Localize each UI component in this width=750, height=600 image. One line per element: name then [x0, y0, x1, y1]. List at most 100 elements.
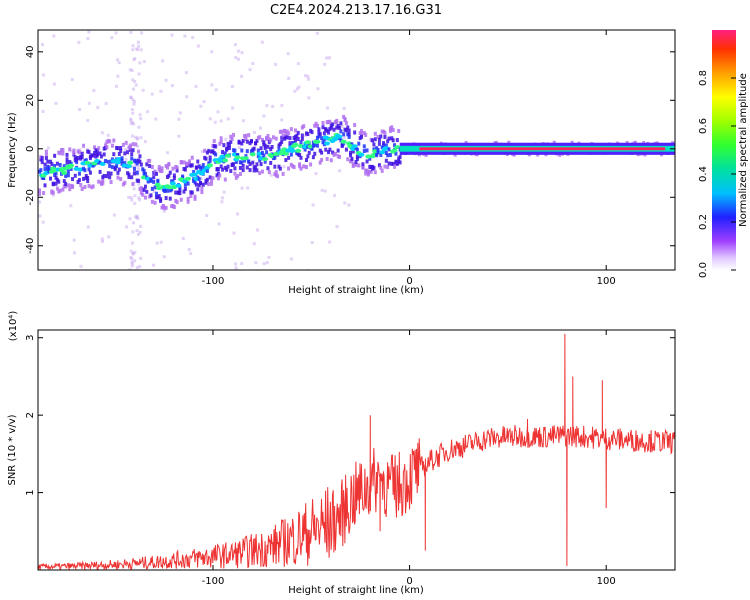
- ridge-cell: [311, 155, 315, 160]
- noise-speck: [343, 201, 347, 205]
- ridge-cell: [243, 158, 247, 163]
- noise-speck: [130, 68, 134, 72]
- noise-speck: [85, 147, 89, 151]
- noise-speck: [41, 109, 45, 113]
- noise-speck: [307, 96, 311, 100]
- ridge-cell: [205, 168, 209, 173]
- noise-speck: [152, 190, 156, 194]
- noise-speck: [166, 151, 170, 155]
- noise-speck: [260, 40, 264, 44]
- ridge-cell: [197, 177, 201, 182]
- snr-line: [38, 333, 675, 570]
- noise-speck: [254, 261, 258, 265]
- ridge-cell: [82, 176, 86, 181]
- ridge-cell: [117, 151, 121, 156]
- ridge-cell: [65, 152, 69, 157]
- ridge-cell: [295, 133, 299, 138]
- ridge-cell: [149, 178, 153, 183]
- ridge-cell: [241, 163, 245, 168]
- ridge-cell: [384, 151, 388, 156]
- ridge-cell: [263, 143, 267, 148]
- ridge-cell: [386, 165, 390, 170]
- ridge-cell: [99, 154, 103, 159]
- noise-speck: [139, 48, 143, 52]
- noise-speck: [112, 213, 116, 217]
- ridge-cell: [339, 129, 343, 134]
- ridge-cell: [336, 148, 340, 153]
- ridge-peak: [175, 183, 182, 188]
- colorbar-label: Normalized spectral amplitude: [738, 73, 749, 227]
- noise-speck: [159, 89, 163, 93]
- y-tick-label: 3: [25, 335, 36, 341]
- ridge-cell: [71, 184, 75, 189]
- ridge-cell: [244, 133, 248, 138]
- ridge-cell: [117, 167, 121, 172]
- ridge-peak: [127, 160, 134, 165]
- ridge-cell: [321, 120, 325, 125]
- ridge-cell: [289, 127, 293, 132]
- colorbar-tick-label: 0.0: [698, 262, 709, 278]
- noise-speck: [340, 125, 344, 129]
- noise-speck: [136, 168, 140, 172]
- noise-speck: [137, 72, 141, 76]
- ridge-cell: [299, 155, 303, 160]
- ridge-cell: [152, 179, 156, 184]
- ridge-cell: [42, 175, 46, 180]
- ridge-cell: [372, 147, 376, 152]
- noise-speck: [38, 200, 42, 204]
- ridge-cell: [287, 166, 291, 171]
- ridge-cell: [210, 178, 214, 183]
- noise-speck: [134, 163, 138, 167]
- ridge-cell: [387, 147, 391, 152]
- ridge-peak: [249, 152, 256, 157]
- ridge-cell: [222, 143, 226, 148]
- ridge-cell: [190, 163, 194, 168]
- ridge-cell: [124, 140, 128, 145]
- ridge-cell: [190, 190, 194, 195]
- ridge-cell: [208, 175, 212, 180]
- noise-speck: [130, 134, 134, 138]
- ridge-cell: [102, 173, 106, 178]
- noise-speck: [200, 150, 204, 154]
- ridge-cell: [306, 154, 310, 159]
- ridge-cell: [64, 174, 68, 179]
- noise-speck: [130, 108, 134, 112]
- ridge-cell: [391, 161, 395, 166]
- noise-speck: [131, 230, 135, 234]
- ridge-cell: [245, 139, 249, 144]
- ridge-cell: [42, 191, 46, 196]
- ridge-cell: [293, 128, 297, 133]
- ridge-cell: [219, 164, 223, 169]
- ridge-cell: [350, 158, 354, 163]
- noise-speck: [104, 102, 108, 106]
- noise-speck: [290, 257, 294, 261]
- noise-speck: [132, 187, 136, 191]
- ridge-peak: [336, 134, 343, 139]
- ridge-cell: [302, 124, 306, 129]
- snr-frame: [37, 329, 676, 571]
- ridge-cell: [64, 181, 68, 186]
- ridge-cell: [260, 169, 264, 174]
- noise-speck: [240, 74, 244, 78]
- ridge-cell: [340, 143, 344, 148]
- ridge-cell: [331, 150, 335, 155]
- ridge-cell: [230, 136, 234, 141]
- ridge-cell: [317, 127, 321, 132]
- ridge-cell: [112, 152, 116, 157]
- noise-speck: [154, 117, 158, 121]
- ridge-cell: [201, 163, 205, 168]
- ridge-peak: [125, 164, 132, 169]
- ridge-cell: [344, 147, 348, 152]
- noise-speck: [131, 78, 135, 82]
- ridge-cell: [50, 162, 54, 167]
- y-tick-label: -40: [25, 238, 36, 254]
- noise-speck: [124, 147, 128, 151]
- ridge-cell: [62, 179, 66, 184]
- ridge-cell: [186, 199, 190, 204]
- ridge-cell: [321, 125, 325, 130]
- ridge-cell: [62, 164, 66, 169]
- noise-speck: [131, 44, 135, 48]
- ridge-cell: [368, 156, 372, 161]
- noise-speck: [280, 103, 284, 107]
- ridge-cell: [277, 146, 281, 151]
